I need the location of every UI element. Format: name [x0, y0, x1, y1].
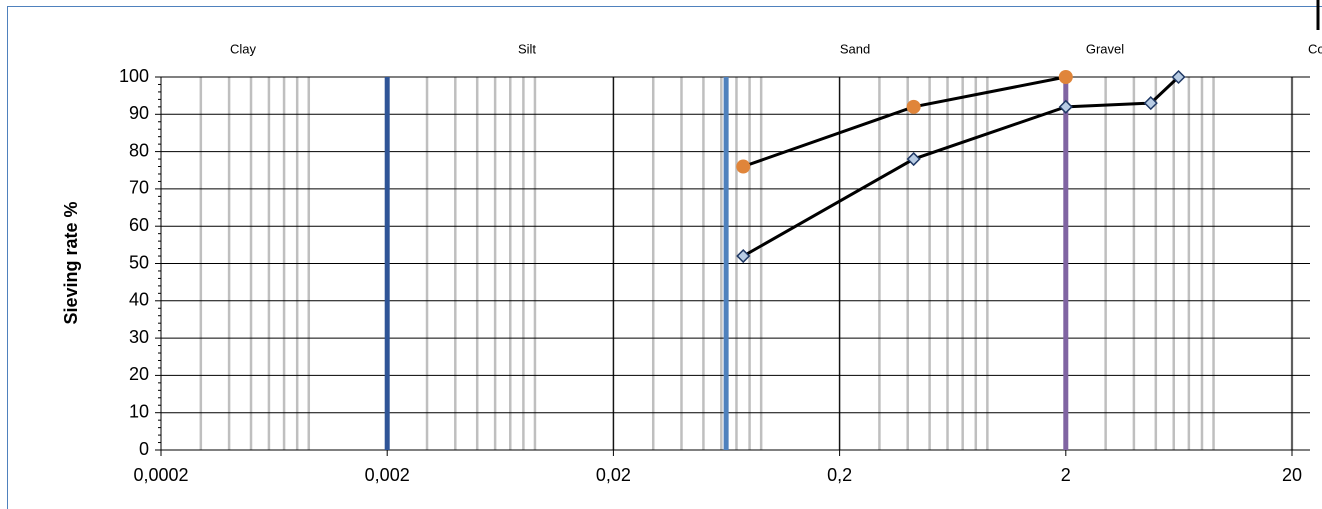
x-tick-label: 0,2 [827, 465, 852, 485]
marker [1171, 69, 1186, 85]
marker [1058, 99, 1073, 114]
y-tick-label: 20 [129, 364, 149, 384]
marker [1143, 96, 1158, 111]
x-tick-label: 0,0002 [133, 465, 188, 485]
y-tick-label: 60 [129, 215, 149, 235]
y-tick-label: 90 [129, 103, 149, 123]
y-tick-label: 100 [119, 66, 149, 86]
series-line [742, 75, 1067, 168]
region-label: Sand [840, 41, 870, 56]
y-tick-label: 70 [129, 178, 149, 198]
region-label: Silt [518, 41, 536, 56]
marker [736, 248, 751, 264]
chart-frame [7, 6, 1322, 509]
y-tick-label: 80 [129, 140, 149, 160]
region-label: Co [1308, 41, 1322, 56]
marker [736, 159, 751, 174]
marker [1058, 70, 1073, 84]
marker [906, 151, 921, 167]
region-label: Clay [230, 41, 257, 56]
y-tick-label: 30 [129, 327, 149, 347]
y-axis-title: Sieving rate % [61, 201, 81, 324]
y-tick-label: 10 [129, 401, 149, 421]
x-tick-label: 20 [1282, 465, 1302, 485]
y-tick-label: 40 [129, 290, 149, 310]
y-tick-label: 0 [139, 439, 149, 459]
region-label: Gravel [1086, 41, 1124, 56]
x-tick-label: 0,002 [365, 465, 410, 485]
marker [906, 99, 921, 114]
y-tick-label: 50 [129, 252, 149, 272]
x-tick-label: 0,02 [596, 465, 631, 485]
series-line [742, 75, 1180, 258]
x-tick-label: 2 [1061, 465, 1071, 485]
